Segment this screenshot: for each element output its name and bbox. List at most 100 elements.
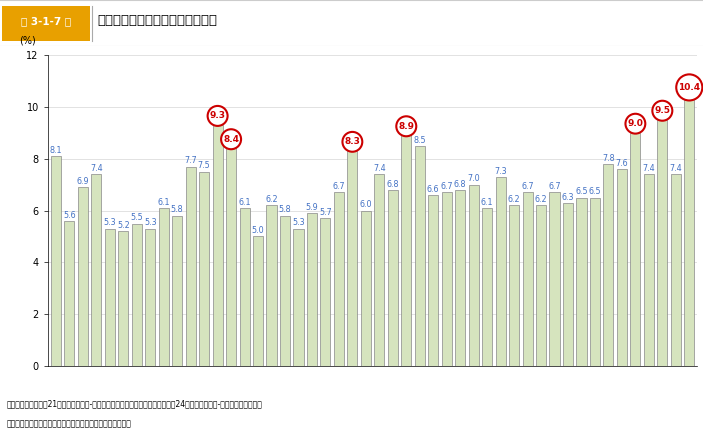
Bar — [91, 174, 101, 366]
Text: 7.4: 7.4 — [669, 164, 682, 173]
Bar — [334, 192, 344, 366]
Text: 8.4: 8.4 — [223, 135, 239, 144]
Bar — [131, 224, 142, 366]
Bar — [415, 146, 425, 366]
Bar — [212, 125, 223, 366]
Text: 6.9: 6.9 — [77, 177, 89, 186]
Bar — [388, 190, 398, 366]
Bar — [240, 208, 250, 366]
Text: 5.9: 5.9 — [306, 203, 318, 212]
Bar — [590, 198, 600, 366]
Bar — [496, 177, 505, 366]
Bar — [51, 156, 61, 366]
Bar — [550, 192, 560, 366]
Text: 6.0: 6.0 — [360, 200, 372, 209]
Text: 6.1: 6.1 — [238, 198, 251, 207]
Text: 9.5: 9.5 — [654, 106, 671, 115]
Bar — [428, 195, 438, 366]
Bar — [347, 151, 357, 366]
Bar — [226, 148, 236, 366]
Text: 7.4: 7.4 — [90, 164, 103, 173]
Text: 6.7: 6.7 — [548, 182, 561, 191]
Text: 7.0: 7.0 — [467, 174, 480, 183]
Text: 8.1: 8.1 — [50, 146, 62, 155]
Bar — [684, 97, 695, 366]
Text: 5.8: 5.8 — [171, 206, 183, 214]
Bar — [78, 187, 88, 366]
Text: 5.7: 5.7 — [319, 208, 332, 217]
Bar — [146, 229, 155, 366]
Text: 7.5: 7.5 — [198, 161, 210, 170]
Bar — [307, 213, 317, 366]
Text: 5.0: 5.0 — [252, 226, 264, 235]
Text: 6.5: 6.5 — [588, 187, 601, 196]
Text: 5.8: 5.8 — [278, 206, 291, 214]
Bar — [64, 221, 75, 366]
Text: 都道府県別小規模事業者の開業率: 都道府県別小規模事業者の開業率 — [97, 15, 217, 27]
Text: 6.1: 6.1 — [157, 198, 170, 207]
Bar — [321, 218, 330, 366]
Text: 5.6: 5.6 — [63, 211, 76, 220]
Bar — [361, 211, 371, 366]
Bar — [576, 198, 586, 366]
Text: 第 3-1-7 図: 第 3-1-7 図 — [20, 16, 71, 26]
Text: 5.2: 5.2 — [117, 221, 129, 230]
Bar — [159, 208, 169, 366]
Text: 6.8: 6.8 — [387, 179, 399, 189]
Bar — [172, 216, 182, 366]
Text: 9.3: 9.3 — [209, 112, 226, 120]
Text: 6.7: 6.7 — [440, 182, 453, 191]
Bar — [536, 206, 546, 366]
Bar — [199, 172, 209, 366]
Text: 9.0: 9.0 — [628, 119, 643, 128]
Bar — [644, 174, 654, 366]
Bar — [671, 174, 681, 366]
Bar — [253, 236, 263, 366]
Bar — [280, 216, 290, 366]
Text: 8.9: 8.9 — [399, 122, 414, 131]
Text: 7.4: 7.4 — [643, 164, 655, 173]
Text: 資料：総務省「平成21年経済センサス-基礎調査」、総務省・経済産業省「平成24年経済センサス-活動調査」再編加工: 資料：総務省「平成21年経済センサス-基礎調査」、総務省・経済産業省「平成24年… — [7, 399, 263, 408]
FancyBboxPatch shape — [2, 6, 90, 41]
Text: 5.3: 5.3 — [144, 218, 157, 228]
Text: 7.8: 7.8 — [602, 153, 614, 163]
Bar — [657, 120, 667, 366]
Text: 6.8: 6.8 — [454, 179, 466, 189]
Bar — [455, 190, 465, 366]
Bar — [631, 133, 640, 366]
Y-axis label: (%): (%) — [19, 36, 35, 46]
Text: 6.3: 6.3 — [562, 193, 574, 202]
Text: 6.7: 6.7 — [333, 182, 345, 191]
Bar — [563, 203, 573, 366]
Text: 7.6: 7.6 — [616, 159, 628, 168]
Bar — [482, 208, 492, 366]
Text: 7.4: 7.4 — [373, 164, 386, 173]
Bar — [186, 167, 195, 366]
Bar — [293, 229, 304, 366]
Text: 5.5: 5.5 — [130, 213, 143, 222]
Text: 7.7: 7.7 — [184, 156, 197, 165]
Bar — [374, 174, 385, 366]
Text: 6.7: 6.7 — [521, 182, 534, 191]
Bar — [118, 231, 129, 366]
Text: 6.1: 6.1 — [481, 198, 494, 207]
Text: 6.2: 6.2 — [508, 195, 520, 204]
Bar — [401, 135, 411, 366]
Bar — [266, 206, 276, 366]
Text: 5.3: 5.3 — [103, 218, 116, 228]
Text: 6.2: 6.2 — [265, 195, 278, 204]
Text: 5.3: 5.3 — [292, 218, 305, 228]
Text: 8.3: 8.3 — [344, 137, 361, 146]
Text: 6.2: 6.2 — [535, 195, 548, 204]
Bar — [105, 229, 115, 366]
Text: 7.3: 7.3 — [494, 167, 507, 176]
Text: 8.5: 8.5 — [413, 135, 426, 145]
Bar — [441, 192, 452, 366]
Text: （注）開業率＝開業企業数／（廃業企業数＋存続企業数）。: （注）開業率＝開業企業数／（廃業企業数＋存続企業数）。 — [7, 420, 132, 429]
Bar — [603, 164, 614, 366]
Text: 6.6: 6.6 — [427, 185, 439, 194]
Text: 6.5: 6.5 — [575, 187, 588, 196]
Bar — [617, 169, 627, 366]
Bar — [509, 206, 519, 366]
Text: 10.4: 10.4 — [678, 83, 700, 92]
